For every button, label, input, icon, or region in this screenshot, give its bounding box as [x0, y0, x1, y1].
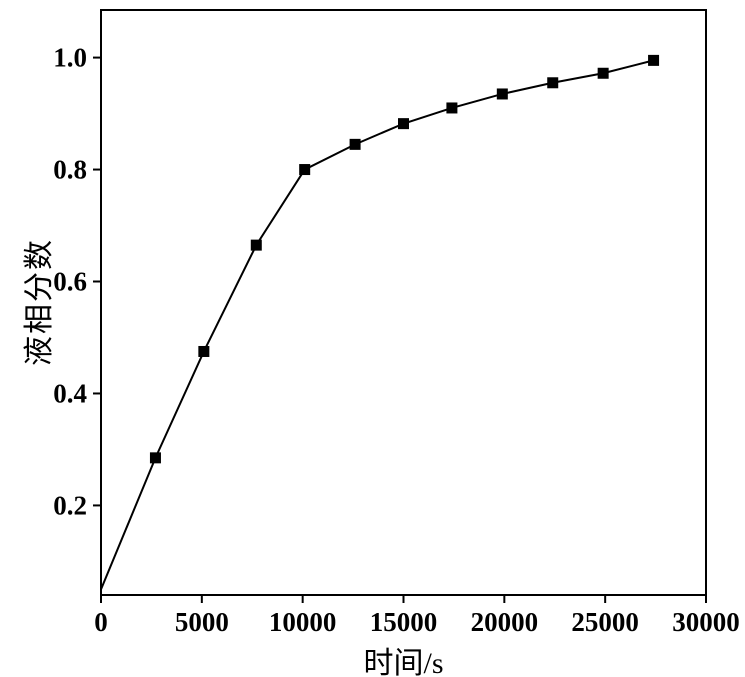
y-tick-label: 0.8	[53, 155, 87, 185]
plot-frame	[100, 9, 707, 596]
data-marker	[349, 138, 361, 150]
y-tick-label: 0.2	[53, 490, 87, 520]
x-tick-label: 10000	[269, 607, 337, 637]
data-marker	[597, 67, 609, 79]
x-tick-label: 25000	[571, 607, 639, 637]
x-tick-label: 30000	[672, 607, 740, 637]
y-tick-label: 0.4	[53, 378, 87, 408]
data-marker	[398, 118, 409, 130]
data-marker	[547, 77, 559, 89]
data-marker	[446, 102, 458, 114]
data-marker	[496, 88, 508, 100]
data-marker	[250, 239, 262, 251]
y-tick-label: 0.6	[53, 267, 87, 297]
y-tick-label: 1.0	[53, 43, 87, 73]
data-marker	[198, 345, 210, 357]
data-marker	[648, 54, 660, 66]
x-axis-label: 时间/s	[363, 647, 444, 677]
x-tick-label: 15000	[370, 607, 438, 637]
data-marker	[149, 452, 161, 464]
x-tick-label: 5000	[175, 607, 229, 637]
data-marker	[299, 164, 311, 176]
y-axis-label: 液相分数	[23, 238, 56, 366]
data-line	[100, 59, 654, 590]
x-tick-label: 20000	[471, 607, 539, 637]
x-tick-label: 0	[94, 607, 108, 637]
